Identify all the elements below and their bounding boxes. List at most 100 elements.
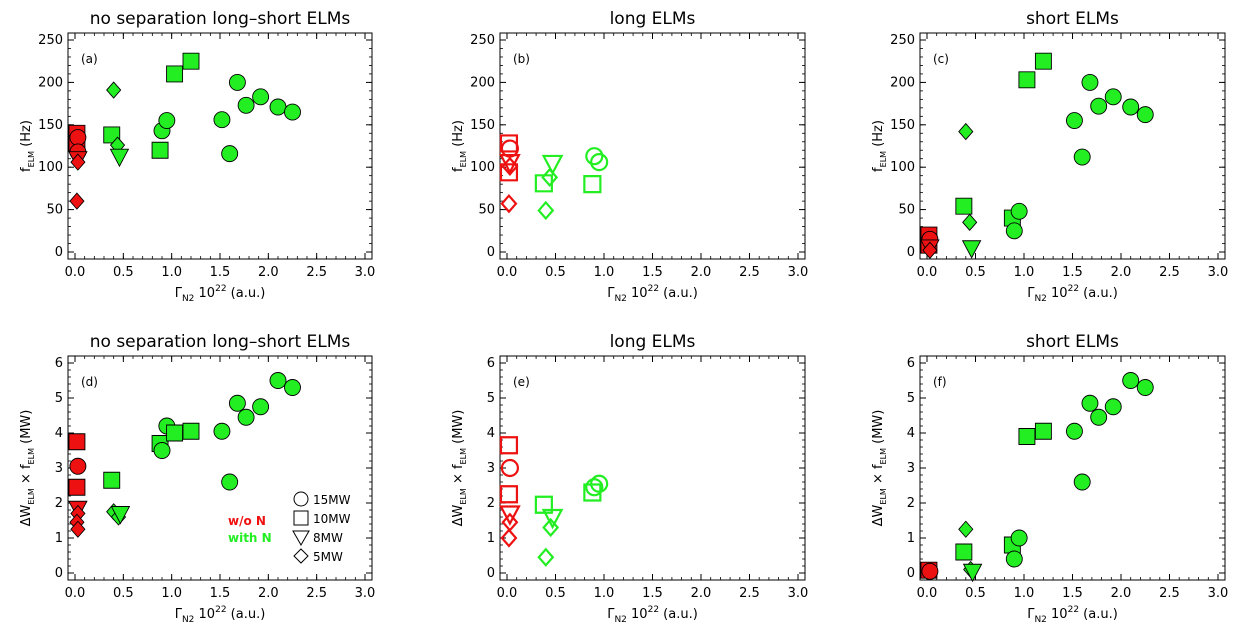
chart-panel-e: long ELMs (e) 0.0 0.5 1.0 1.5 2.0 2.5 3.0 0 1 2 3 4 5 6… — [451, 332, 808, 625]
data-point-circle-with-n — [1090, 97, 1108, 115]
x-tick-label: 0.5 — [113, 265, 134, 280]
x-axis-label: ΓN2 1022 (a.u.) — [1027, 284, 1118, 304]
x-tick-label: 0.0 — [917, 265, 938, 280]
x-tick-label: 0.0 — [497, 265, 518, 280]
legend-marker-triangle — [292, 530, 310, 547]
y-tick-label: 150 — [38, 118, 63, 133]
x-axis-label: ΓN2 1022 (a.u.) — [1027, 605, 1118, 625]
x-tick-label: 1.5 — [1062, 265, 1083, 280]
data-point-diamond-without-n — [500, 193, 518, 214]
data-point-triangle-with-n — [541, 154, 564, 176]
chart-panel-a: no separation long–short ELMs (a) 0.0 0.5 1.… — [19, 9, 375, 304]
chart-title: no separation long–short ELMs — [90, 332, 351, 352]
data-point-diamond-with-n — [962, 213, 978, 232]
data-point-circle-with-n — [228, 394, 246, 412]
data-point-circle-with-n — [1065, 112, 1083, 130]
x-tick-label: 2.5 — [306, 586, 327, 601]
y-tick-label: 2 — [907, 496, 915, 511]
data-point-circle-with-n — [1010, 529, 1028, 547]
x-tick-label: 2.0 — [258, 265, 279, 280]
data-point-square-with-n — [1034, 52, 1052, 70]
data-point-circle-with-n — [1122, 372, 1140, 389]
data-point-circle-without-n — [500, 139, 520, 158]
chart-panel-f: short ELMs (f) 0.0 0.5 1.0 1.5 2.0 2.5 3.0 0 1 2 3 4 5… — [871, 332, 1228, 625]
y-tick-label: 6 — [55, 356, 63, 371]
x-tick-label: 1.5 — [642, 265, 663, 280]
data-point-square-with-n — [534, 495, 553, 514]
x-tick-label: 1.5 — [210, 265, 231, 280]
y-tick-label: 5 — [487, 391, 495, 406]
data-point-diamond-with-n — [542, 517, 560, 538]
chart-panel-d: no separation long–short ELMs (d) 0.0 0.5 1.… — [19, 332, 375, 625]
legend-marker-circle — [293, 491, 309, 507]
data-point-circle-without-n — [500, 458, 520, 478]
y-tick-label: 250 — [890, 33, 915, 48]
x-tick-label: 1.0 — [1014, 265, 1035, 280]
y-tick-label: 0 — [487, 566, 495, 581]
x-tick-label: 2.5 — [739, 586, 760, 601]
data-point-square-with-n — [166, 424, 184, 442]
x-tick-label: 0.0 — [65, 586, 86, 601]
data-point-circle-with-n — [153, 442, 171, 459]
data-point-circle-with-n — [1081, 394, 1099, 412]
data-point-square-with-n — [583, 175, 602, 194]
x-tick-label: 2.5 — [739, 265, 760, 280]
legend-label: 5MW — [313, 550, 343, 564]
y-tick-label: 3 — [487, 461, 495, 476]
data-point-circle-with-n — [1090, 408, 1108, 426]
x-tick-label: 2.0 — [1111, 586, 1132, 601]
y-tick-label: 2 — [487, 496, 495, 511]
data-point-diamond-without-n — [70, 153, 86, 171]
x-tick-label: 1.5 — [1062, 586, 1083, 601]
data-point-circle-with-n — [269, 372, 287, 389]
data-point-diamond-without-n — [69, 192, 85, 210]
x-tick-label: 2.0 — [691, 265, 712, 280]
chart-title: no separation long–short ELMs — [90, 9, 351, 29]
data-point-diamond-without-n — [500, 528, 518, 548]
y-tick-label: 50 — [46, 203, 63, 218]
y-tick-label: 6 — [487, 356, 495, 371]
data-point-diamond-without-n — [922, 241, 938, 259]
data-point-square-with-n — [955, 197, 973, 215]
y-tick-label: 150 — [470, 118, 495, 133]
y-tick-label: 200 — [470, 75, 495, 90]
y-tick-label: 150 — [890, 118, 915, 133]
x-tick-label: 0.5 — [965, 586, 986, 601]
data-point-diamond-without-n — [70, 520, 86, 538]
data-point-circle-with-n — [1081, 73, 1099, 91]
x-tick-label: 1.0 — [594, 265, 615, 280]
legend-marker-diamond — [293, 548, 309, 564]
x-tick-label: 0.5 — [545, 586, 566, 601]
data-point-circle-with-n — [1104, 398, 1122, 416]
data-point-circle-with-n — [228, 73, 246, 91]
x-tick-label: 1.0 — [1014, 586, 1035, 601]
panel-label: (a) — [81, 52, 98, 66]
y-tick-label: 200 — [38, 75, 63, 90]
panel-label: (d) — [81, 375, 98, 389]
x-tick-label: 1.5 — [210, 586, 231, 601]
data-point-square-with-n — [955, 543, 973, 561]
legend-group-label: with N — [228, 531, 272, 545]
y-axis-label: ΔWELM × fELM (MW) — [871, 410, 888, 527]
data-point-square-with-n — [103, 471, 121, 489]
data-point-circle-with-n — [1005, 222, 1023, 240]
data-point-triangle-with-n — [961, 240, 982, 259]
data-point-circle-with-n — [221, 145, 239, 163]
x-tick-label: 2.5 — [1159, 586, 1180, 601]
data-point-triangle-with-n — [110, 506, 131, 525]
x-tick-label: 2.0 — [258, 586, 279, 601]
x-tick-label: 0.5 — [965, 265, 986, 280]
data-point-circle-with-n — [590, 474, 609, 493]
data-point-circle-with-n — [1122, 98, 1140, 116]
data-point-square-with-n — [1034, 422, 1052, 440]
legend-label: 10MW — [313, 512, 351, 526]
data-point-diamond-with-n — [106, 81, 122, 99]
x-axis-label: ΓN2 1022 (a.u.) — [175, 605, 266, 625]
chart-title: long ELMs — [610, 332, 696, 352]
y-tick-label: 4 — [907, 426, 915, 441]
x-tick-label: 2.0 — [691, 586, 712, 601]
data-point-circle-with-n — [237, 408, 255, 426]
x-tick-label: 0.5 — [545, 265, 566, 280]
y-tick-label: 1 — [487, 531, 495, 546]
y-tick-label: 250 — [470, 33, 495, 48]
